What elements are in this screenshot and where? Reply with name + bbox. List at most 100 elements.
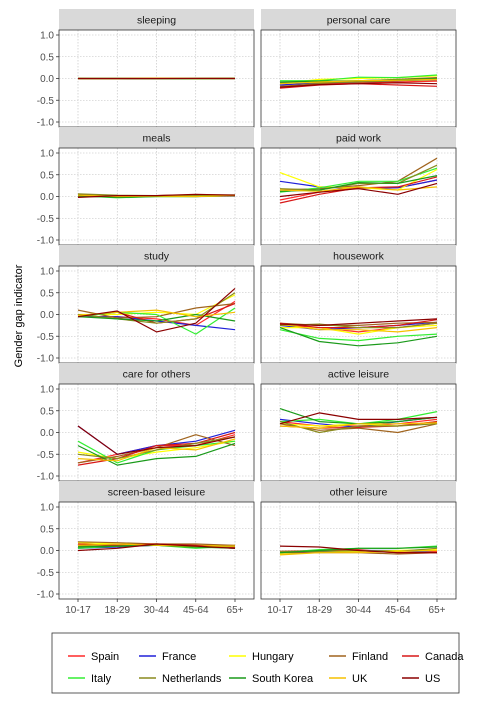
- legend-item-spain: Spain: [68, 651, 119, 663]
- panel-other-leisure: other leisure 10-17 18-29 30-44 45-64 65+: [260, 481, 457, 616]
- legend-label: UK: [352, 673, 368, 685]
- x-tick-label: 45-64: [385, 605, 411, 616]
- legend-item-italy: Italy: [68, 673, 112, 685]
- x-tick-label: 18-29: [104, 605, 130, 616]
- series-line-uk: [279, 78, 438, 85]
- y-tick-label: -1.0: [37, 236, 55, 247]
- y-tick-label: 0.0: [40, 74, 54, 85]
- y-tick-label: -1.0: [37, 354, 55, 365]
- series-line-uk: [279, 186, 438, 192]
- y-tick-label: 1.0: [40, 503, 54, 514]
- series-line-us: [77, 425, 236, 455]
- series-line-us: [279, 545, 437, 554]
- panel-strip: [261, 9, 456, 30]
- series-line-hungary: [78, 294, 236, 316]
- legend-item-hungary: Hungary: [229, 651, 294, 663]
- panel-title: active leisure: [328, 369, 389, 381]
- panel-title: personal care: [327, 15, 391, 27]
- panel-title: study: [144, 251, 170, 263]
- panel-housework: housework: [260, 245, 457, 364]
- y-axis-title: Gender gap indicator: [13, 264, 25, 367]
- series-line-hungary: [77, 440, 236, 460]
- legend-item-us: US: [402, 673, 440, 685]
- y-tick-label: 0.0: [40, 310, 54, 321]
- y-tick-label: 0.5: [40, 52, 54, 63]
- panel-active-leisure: active leisure: [260, 363, 457, 482]
- x-tick-label: 10-17: [65, 605, 91, 616]
- panel-title: care for others: [123, 369, 191, 381]
- series-line-south-korea: [279, 546, 438, 554]
- legend-label: South Korea: [252, 673, 314, 685]
- series-line-uk: [279, 549, 438, 556]
- series-line-italy: [279, 329, 438, 342]
- legend-item-uk: UK: [329, 673, 368, 685]
- panel-title: other leisure: [330, 487, 388, 499]
- x-tick-label: 10-17: [267, 605, 293, 616]
- series-line-netherlands: [279, 421, 438, 434]
- series-line-south-korea: [77, 442, 236, 466]
- legend-item-canada: Canada: [402, 651, 464, 663]
- y-tick-label: 1.0: [40, 31, 54, 42]
- y-tick-label: -0.5: [37, 96, 55, 107]
- panel-strip: [59, 127, 254, 148]
- panel-strip: [59, 245, 254, 266]
- panel-care-for-others: care for others 1.0 0.5 0.0 -0.5 -1.0: [37, 363, 255, 483]
- panel-paid-work: paid work: [260, 127, 457, 246]
- series-line-uk: [279, 422, 438, 429]
- x-tick-label: 18-29: [306, 605, 332, 616]
- y-tick-label: -0.5: [37, 568, 55, 579]
- y-tick-label: 0.0: [40, 428, 54, 439]
- y-tick-label: -1.0: [37, 118, 55, 129]
- y-tick-label: 1.0: [40, 267, 54, 278]
- y-tick-label: 1.0: [40, 149, 54, 160]
- legend-label: France: [162, 651, 196, 663]
- panel-strip: [59, 9, 254, 30]
- y-tick-label: -1.0: [37, 472, 55, 483]
- panel-strip: [261, 245, 456, 266]
- series-line-us: [279, 82, 438, 88]
- series-line-us: [279, 318, 438, 326]
- series-line-canada: [77, 431, 236, 466]
- panel-personal-care: personal care: [260, 9, 457, 128]
- panel-title: housework: [333, 251, 385, 263]
- series-line-us: [77, 543, 236, 552]
- y-tick-label: 0.5: [40, 524, 54, 535]
- y-tick-label: 0.5: [40, 170, 54, 181]
- y-tick-label: 0.5: [40, 406, 54, 417]
- series-line-uk: [279, 323, 438, 333]
- panel-strip: [261, 127, 456, 148]
- series-line-south-korea: [77, 313, 236, 322]
- series-line-canada: [279, 176, 438, 204]
- series-line-italy: [280, 74, 438, 82]
- legend: Spain France Hungary Finland Canada Italy Neth…: [51, 632, 464, 694]
- legend-item-south-korea: South Korea: [229, 673, 314, 685]
- legend-label: US: [425, 673, 440, 685]
- panel-study: study 1.0 0.5 0.0 -0.5 -1.0: [37, 245, 255, 365]
- y-tick-label: -0.5: [37, 214, 55, 225]
- panel-strip: [59, 481, 254, 502]
- panel-title: meals: [142, 133, 170, 145]
- legend-item-finland: Finland: [329, 651, 388, 663]
- y-tick-label: -0.5: [37, 450, 55, 461]
- legend-label: Canada: [425, 651, 464, 663]
- series-line-finland: [77, 303, 236, 319]
- y-tick-label: -1.0: [37, 590, 55, 601]
- legend-box: [51, 632, 460, 694]
- series-line-us: [279, 182, 438, 198]
- legend-label: Finland: [352, 651, 388, 663]
- series-line-uk: [77, 543, 235, 547]
- panel-title: sleeping: [137, 15, 176, 27]
- panel-title: screen-based leisure: [108, 487, 206, 499]
- x-tick-label: 30-44: [144, 605, 170, 616]
- series-line-finland: [279, 423, 438, 434]
- panel-strip: [261, 363, 456, 384]
- panel-strip: [59, 363, 254, 384]
- series-line-us: [279, 412, 438, 425]
- legend-label: Spain: [91, 651, 119, 663]
- legend-item-netherlands: Netherlands: [139, 673, 222, 685]
- series-line-netherlands: [77, 436, 236, 460]
- panel-screen-based-leisure: screen-based leisure 1.0 0.5 0.0 -0.5 -1.0 10-…: [37, 481, 255, 616]
- panels-layer: sleeping 1.0 0.5 0.0 -0.5 -1.0 personal care me…: [37, 9, 457, 616]
- series-line-us: [77, 193, 236, 198]
